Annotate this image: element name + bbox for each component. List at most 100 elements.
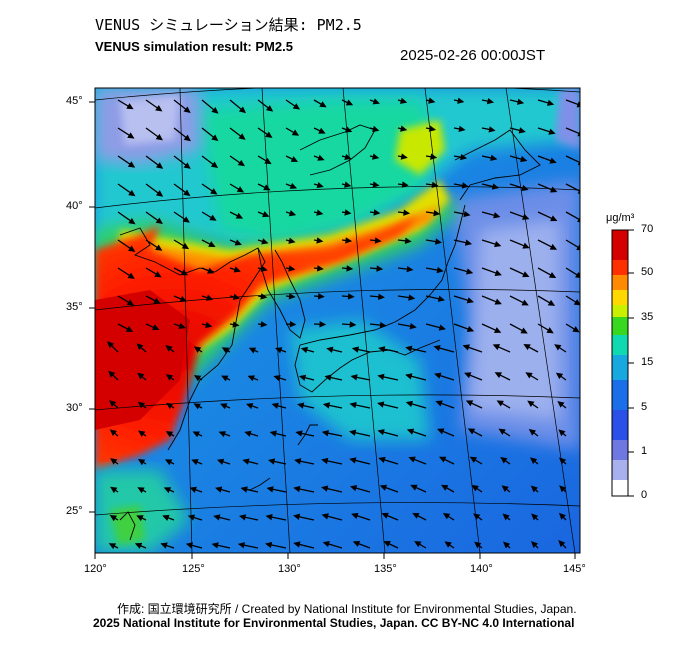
wind-arrow-head	[437, 428, 445, 435]
wind-arrow-head	[435, 400, 443, 407]
wind-arrow-head	[260, 265, 268, 272]
wind-arrow-head	[344, 153, 352, 161]
wind-arrow-head	[317, 293, 325, 300]
wind-arrow-head	[491, 183, 499, 190]
lon-label-140: 140°	[470, 563, 493, 575]
wind-arrow-head	[547, 299, 556, 306]
wind-arrow-head	[344, 209, 352, 216]
wind-arrow-head	[242, 458, 250, 465]
wind-arrow-head	[164, 459, 173, 466]
wind-arrow-head	[221, 375, 229, 382]
wind-arrow-head	[434, 238, 443, 245]
wind-arrow-head	[210, 161, 219, 169]
wind-arrow-head	[166, 402, 174, 410]
wind-arrow-head	[192, 431, 200, 438]
wind-arrow-head	[180, 269, 189, 276]
wind-arrow-head	[521, 184, 529, 191]
wind-arrow-head	[263, 184, 271, 191]
wind-arrow-head	[128, 245, 136, 252]
wind-arrow-head	[193, 403, 201, 410]
wind-arrow-head	[127, 132, 135, 139]
wind-arrow-head	[372, 153, 380, 160]
wind-arrow-head	[126, 299, 135, 306]
wind-arrow-head	[294, 458, 302, 465]
wind-arrow-head	[240, 486, 248, 493]
wind-arrow-head	[381, 512, 389, 519]
wind-arrow-head	[548, 128, 556, 135]
wind-arrow-head	[181, 242, 190, 250]
wind-arrow-head	[262, 211, 270, 218]
lat-label-25: 25°	[66, 505, 83, 517]
wind-arrow-head	[463, 210, 471, 218]
wind-arrow-head	[137, 372, 145, 380]
wind-arrow-head	[376, 265, 384, 272]
wind-arrow-head	[410, 484, 418, 491]
wind-arrow-head	[434, 372, 442, 379]
wind-arrow-head	[128, 189, 136, 197]
colorbar-tick-35: 35	[641, 311, 654, 323]
wind-arrow-head	[209, 214, 217, 221]
wind-arrow-head	[110, 458, 118, 465]
wind-arrow-head	[412, 512, 420, 519]
wind-arrow-head	[316, 181, 324, 189]
wind-arrow-head	[322, 541, 330, 548]
colorbar	[611, 229, 634, 497]
license-text: 2025 National Institute for Environmenta…	[93, 616, 575, 630]
wind-arrow-head	[531, 541, 539, 549]
wind-arrow-head	[554, 344, 562, 351]
wind-arrow-head	[373, 209, 381, 216]
wind-arrow-head	[155, 217, 163, 225]
wind-arrow-head	[208, 241, 216, 247]
wind-arrow-head	[474, 541, 482, 549]
wind-arrow-head	[442, 513, 451, 520]
wind-arrow-head	[261, 238, 269, 245]
wind-arrow-head	[271, 402, 279, 409]
wind-arrow-head	[347, 293, 355, 300]
wind-arrow-head	[555, 372, 564, 380]
wind-arrow-head	[260, 293, 268, 300]
wind-arrow-head	[215, 486, 223, 493]
wind-arrow-shaft	[565, 211, 580, 221]
wind-arrow-head	[546, 99, 555, 106]
wind-arrow-head	[155, 105, 163, 112]
wind-arrow-head	[549, 243, 558, 250]
wind-arrow-head	[462, 344, 470, 351]
wind-arrow-head	[492, 344, 501, 351]
wind-arrow-head	[516, 98, 525, 105]
wind-arrow-head	[137, 401, 146, 409]
wind-arrow-head	[232, 321, 240, 328]
wind-arrow-head	[319, 321, 327, 328]
wind-arrow-head	[321, 457, 329, 465]
wind-arrow-head	[444, 541, 452, 548]
wind-arrow-head	[265, 514, 273, 521]
wind-arrow-head	[494, 298, 502, 305]
wind-arrow-head	[345, 237, 353, 244]
wind-arrow-head	[379, 484, 388, 491]
wind-arrow-head	[185, 542, 194, 549]
wind-arrow-head	[155, 162, 164, 169]
wind-arrow-head	[265, 105, 274, 112]
wind-arrow-head	[464, 372, 472, 379]
wind-arrow-head	[288, 237, 296, 244]
wind-arrow-head	[400, 153, 408, 160]
wind-arrow-head	[430, 153, 438, 160]
wind-arrow-head	[379, 321, 387, 329]
wind-arrow-head	[522, 242, 530, 249]
wind-arrow-head	[232, 293, 241, 300]
wind-arrow-head	[293, 485, 301, 493]
wind-arrow-head	[288, 293, 296, 300]
wind-arrow-head	[383, 541, 391, 547]
wind-arrow-head	[137, 487, 145, 494]
lon-label-120: 120°	[84, 563, 107, 575]
wind-arrow-head	[246, 403, 254, 410]
lat-label-30: 30°	[66, 402, 83, 414]
wind-arrow-head	[530, 457, 538, 465]
wind-arrow-head	[378, 346, 386, 353]
wind-arrow-head	[162, 514, 170, 521]
wind-arrow-head	[525, 372, 533, 379]
wind-arrow-head	[461, 182, 469, 189]
wind-arrow-head	[193, 375, 202, 382]
wind-arrow-head	[406, 428, 415, 435]
wind-arrow-head	[344, 181, 352, 188]
wind-arrow-head	[289, 182, 298, 189]
